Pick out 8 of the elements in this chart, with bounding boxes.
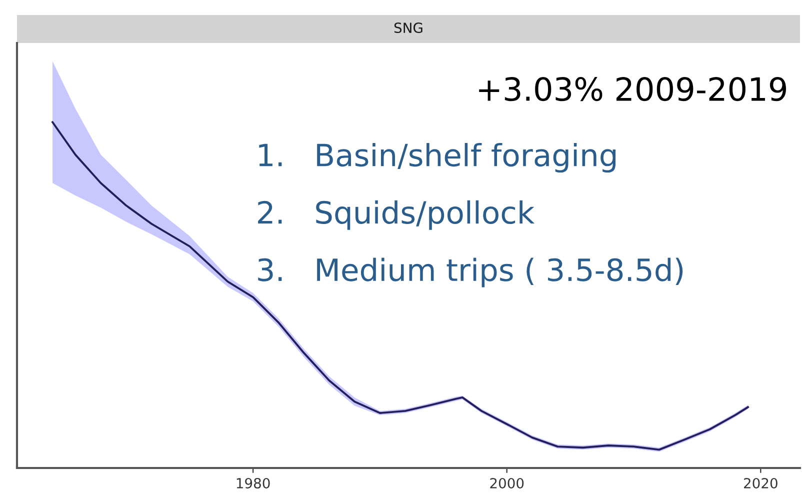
text: +3.03% 2009-2019 [479,76,786,102]
x-tick-label: 2000 [490,478,524,488]
x-tick-label: 2020 [744,478,778,488]
chart-title: SNG [394,22,422,34]
annotation: 1. Basin/shelf foraging [259,142,616,173]
x-tick-label: 1980 [236,478,270,488]
annotation: 3. Medium trips ( 3.5-8.5d) [258,258,683,288]
annotation: 2. Squids/pollock [258,200,535,230]
